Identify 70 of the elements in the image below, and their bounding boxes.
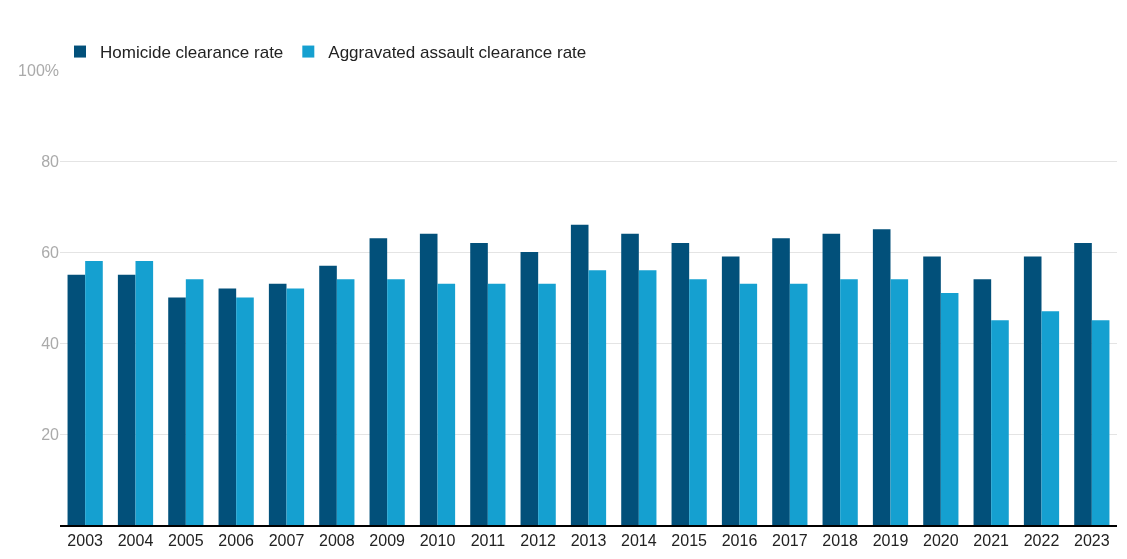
bar — [538, 283, 556, 525]
x-tick-label: 2018 — [822, 531, 859, 549]
bar — [1023, 256, 1042, 525]
bar — [588, 270, 607, 525]
bar — [973, 279, 992, 525]
x-tick-label: 2020 — [923, 531, 959, 549]
x-tick-label: 2003 — [67, 531, 104, 549]
bar — [1041, 311, 1060, 525]
x-tick-label: 2009 — [369, 531, 406, 549]
bar — [621, 233, 639, 525]
bar — [286, 288, 305, 525]
bar — [739, 283, 758, 525]
bar — [319, 265, 337, 525]
bar — [268, 283, 287, 525]
bar — [67, 274, 86, 525]
legend-label: Homicide clearance rate — [100, 43, 284, 63]
bar — [991, 320, 1009, 525]
bar — [85, 261, 103, 525]
bar — [638, 270, 657, 525]
bar — [419, 233, 438, 525]
bar — [387, 279, 405, 525]
y-tick-label: 20 — [41, 425, 60, 443]
x-tick-label: 2019 — [872, 531, 909, 549]
bar — [336, 279, 355, 525]
bar — [135, 261, 154, 525]
x-tick-label: 2011 — [470, 531, 506, 549]
bar — [689, 279, 707, 525]
bar — [822, 233, 841, 525]
bar — [890, 279, 909, 525]
y-tick-label: 100% — [18, 61, 59, 79]
bar — [772, 238, 790, 525]
bar — [840, 279, 858, 525]
bar — [520, 252, 539, 525]
y-tick-label: 40 — [41, 334, 60, 352]
bar — [117, 274, 136, 525]
bar — [1091, 320, 1110, 525]
bar — [236, 297, 254, 525]
bar — [437, 283, 456, 525]
x-tick-label: 2022 — [1023, 531, 1060, 549]
x-tick-label: 2017 — [772, 531, 808, 549]
bar — [185, 279, 204, 525]
x-tick-label: 2006 — [218, 531, 255, 549]
x-tick-label: 2014 — [621, 531, 657, 549]
bar — [168, 297, 186, 525]
bar — [570, 224, 589, 525]
bar — [369, 238, 388, 525]
bar — [923, 256, 941, 525]
x-tick-label: 2007 — [268, 531, 305, 549]
x-tick-label: 2005 — [168, 531, 204, 549]
bar — [470, 242, 488, 525]
x-tick-label: 2008 — [319, 531, 355, 549]
x-tick-label: 2012 — [520, 531, 557, 549]
bar — [872, 229, 891, 525]
bar — [487, 283, 506, 525]
x-tick-label: 2023 — [1074, 531, 1110, 549]
y-tick-label: 80 — [41, 152, 60, 170]
legend-label: Aggravated assault clearance rate — [328, 43, 587, 63]
bar — [721, 256, 740, 525]
bar — [1074, 242, 1092, 525]
x-tick-label: 2015 — [671, 531, 708, 549]
bar — [789, 283, 808, 525]
x-tick-label: 2004 — [117, 531, 154, 549]
bar — [671, 242, 690, 525]
bar — [940, 292, 959, 525]
x-tick-label: 2021 — [973, 531, 1010, 549]
bar — [218, 288, 237, 525]
x-tick-label: 2010 — [419, 531, 456, 549]
x-tick-label: 2016 — [721, 531, 758, 549]
x-tick-label: 2013 — [570, 531, 607, 549]
y-tick-label: 60 — [41, 243, 60, 261]
